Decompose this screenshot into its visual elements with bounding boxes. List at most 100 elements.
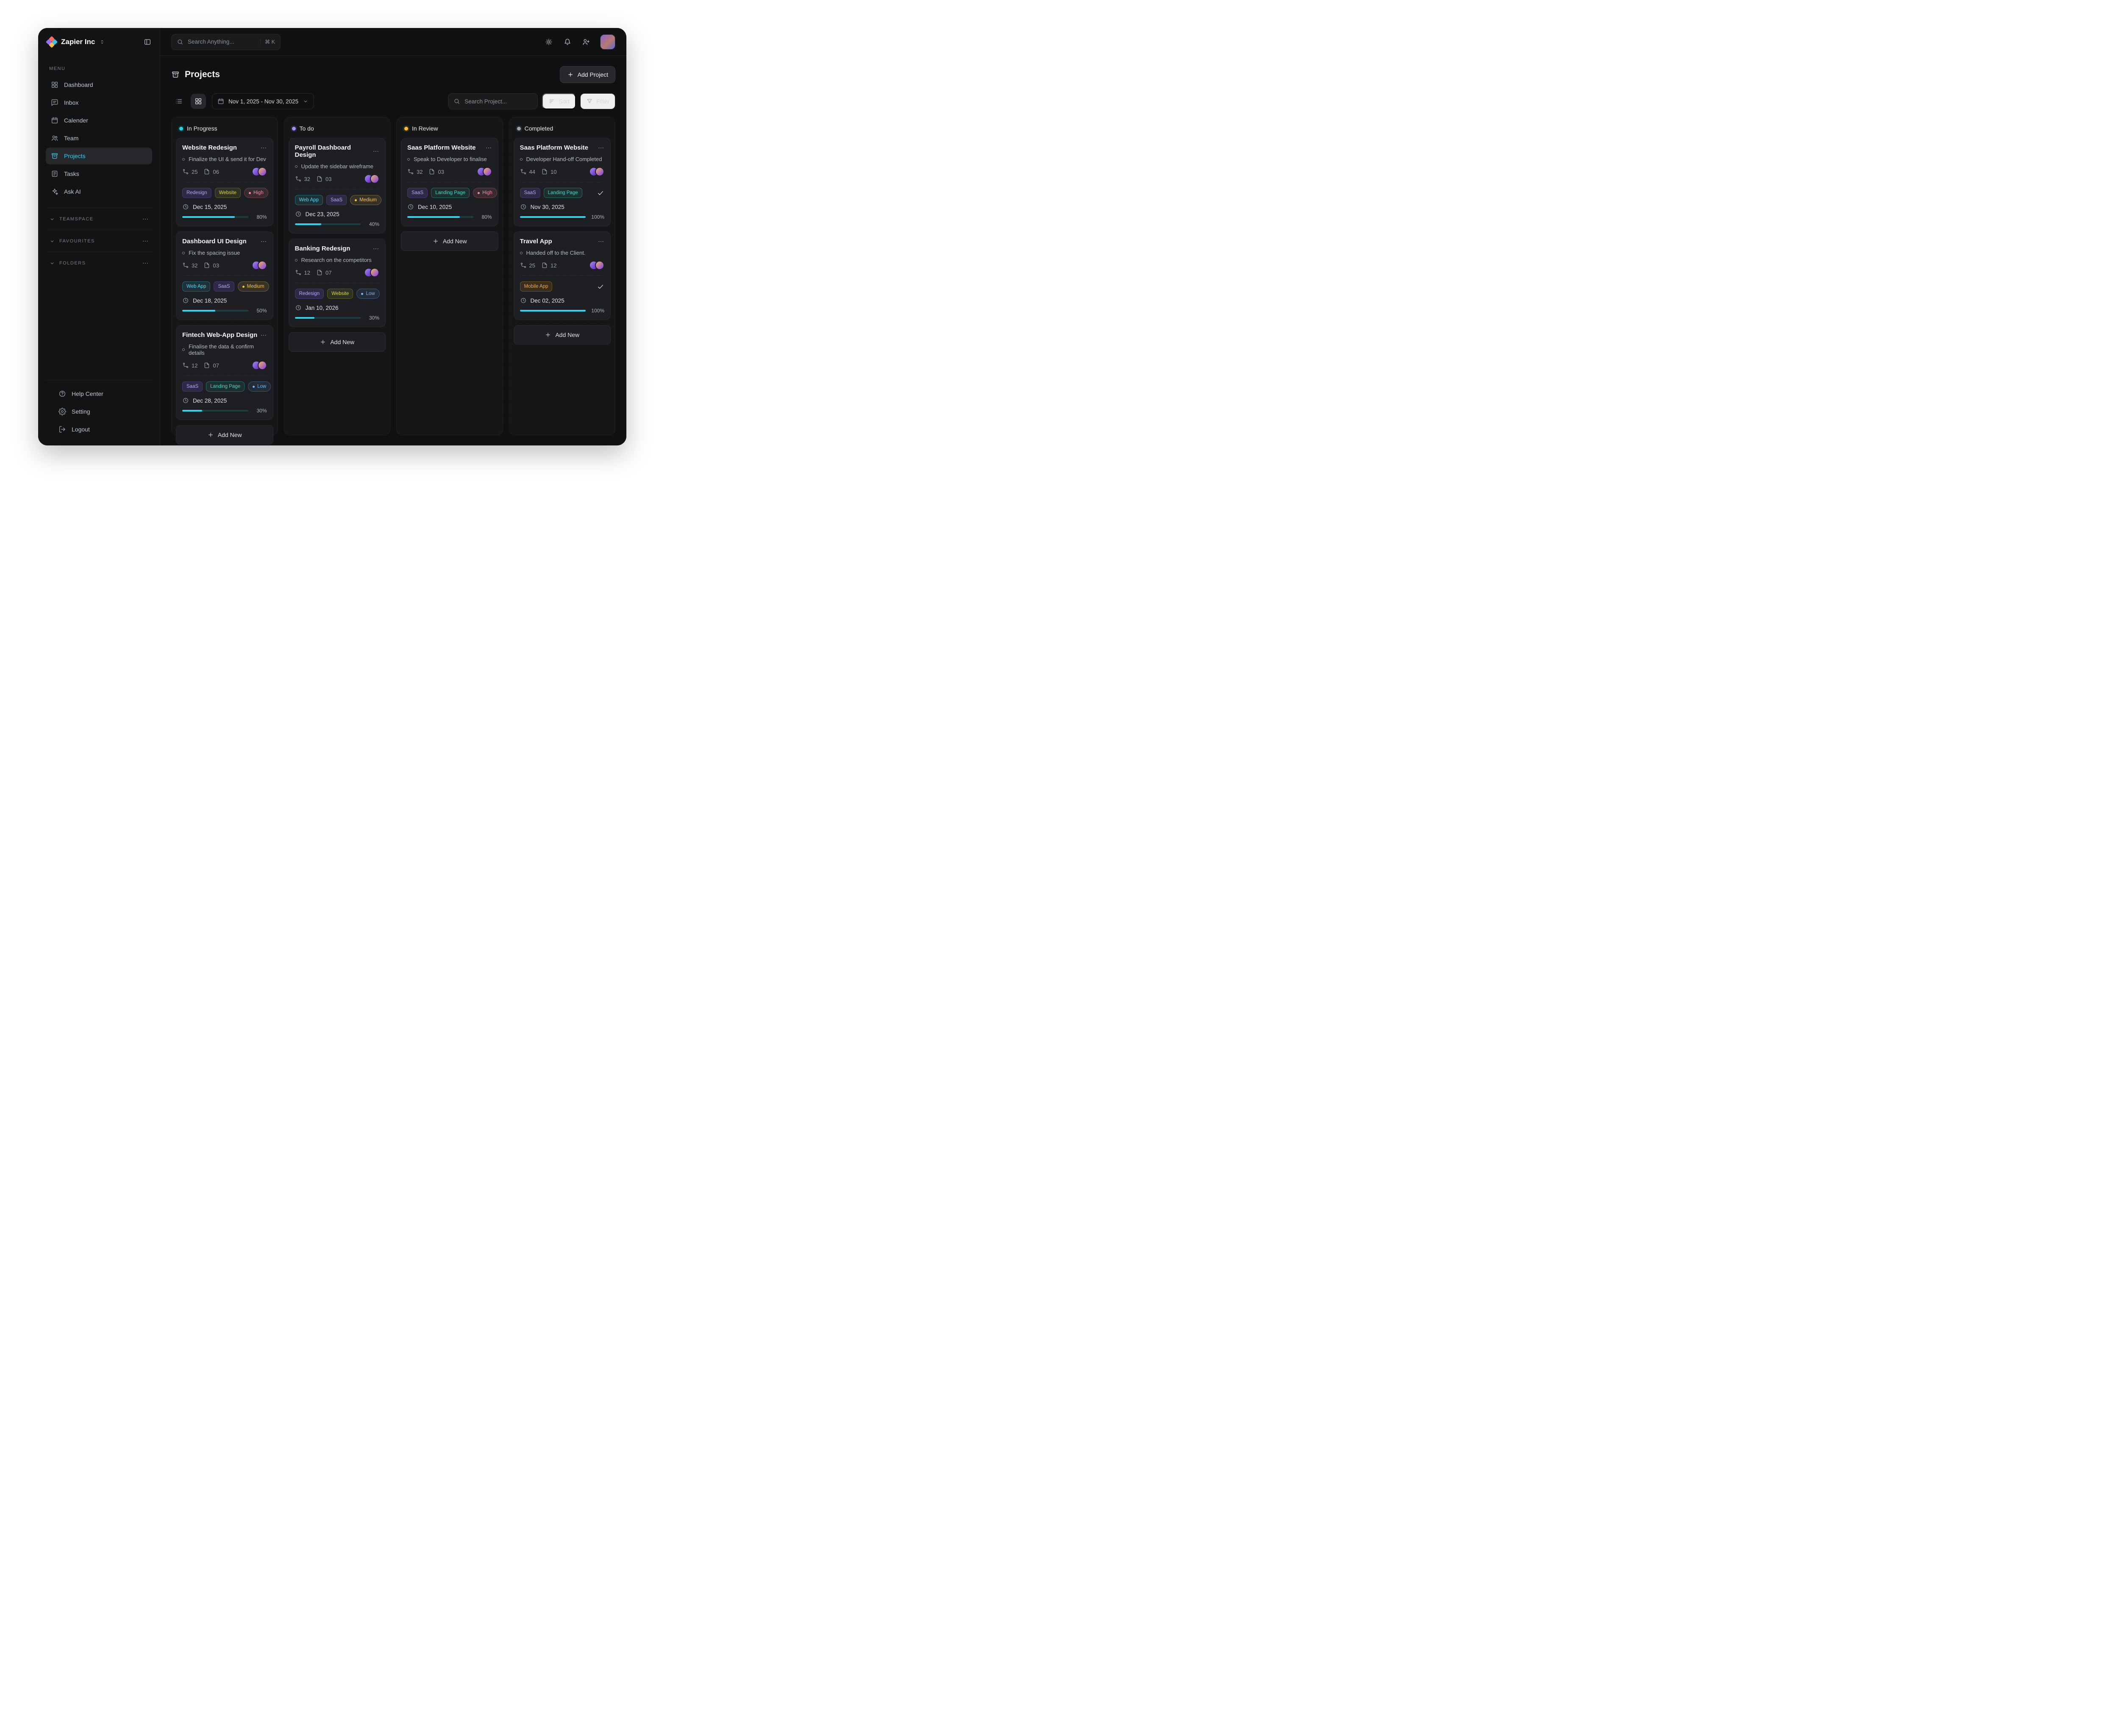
- subtasks-stat: 12: [182, 362, 197, 369]
- sidebar-item-tasks[interactable]: Tasks: [46, 165, 152, 182]
- add-project-button[interactable]: Add Project: [559, 66, 615, 83]
- sidebar-item-label: Projects: [64, 153, 86, 159]
- project-card[interactable]: Fintech Web-App Design Finalise the data…: [176, 325, 273, 420]
- notifications-button[interactable]: [560, 35, 575, 49]
- clock-icon: [182, 397, 189, 404]
- sidebar-footer: Help Center Setting Logout: [46, 380, 152, 445]
- sidebar-item-calender[interactable]: Calender: [46, 112, 152, 129]
- avatar: [482, 167, 492, 176]
- avatar: [370, 174, 379, 184]
- grid-view-button[interactable]: [191, 94, 206, 109]
- project-card[interactable]: Saas Platform Website Speak to Developer…: [401, 138, 498, 226]
- progress-fill: [407, 216, 460, 218]
- sort-button[interactable]: Sort: [542, 93, 576, 109]
- theme-toggle-button[interactable]: [542, 35, 556, 49]
- project-search[interactable]: [448, 93, 538, 109]
- assignee-avatars: [251, 167, 267, 176]
- sidebar-item-projects[interactable]: Projects: [46, 147, 152, 164]
- due-date: Nov 30, 2025: [520, 203, 605, 210]
- project-search-input[interactable]: [464, 98, 533, 105]
- card-menu-button[interactable]: [598, 238, 604, 245]
- column-completed: Completed Saas Platform Website Develope…: [509, 117, 615, 435]
- project-card[interactable]: Travel App Handed off to the Client. 25 …: [513, 231, 611, 320]
- plus-icon: [207, 431, 214, 438]
- progress: 100%: [520, 214, 604, 220]
- teamspace-more-button[interactable]: [142, 216, 149, 223]
- global-search[interactable]: ⌘ K: [171, 33, 281, 50]
- card-menu-button[interactable]: [598, 145, 604, 151]
- column-header: In Progress: [176, 122, 273, 138]
- global-search-input[interactable]: [188, 39, 256, 45]
- sidebar-section-folders[interactable]: FOLDERS: [46, 252, 152, 274]
- files-stat: 12: [541, 262, 556, 269]
- progress: 50%: [182, 308, 267, 314]
- plus-icon: [320, 339, 326, 345]
- favourites-more-button[interactable]: [142, 238, 149, 245]
- card-title: Website Redesign: [182, 144, 237, 151]
- card-menu-button[interactable]: [260, 145, 267, 151]
- subtasks-icon: [295, 175, 302, 182]
- card-menu-button[interactable]: [260, 332, 267, 339]
- user-avatar[interactable]: [600, 34, 615, 50]
- project-card[interactable]: Dashboard UI Design Fix the spacing issu…: [176, 231, 273, 320]
- progress-track: [295, 317, 361, 319]
- attachment-icon: [203, 362, 210, 369]
- folders-more-button[interactable]: [142, 260, 149, 267]
- progress-fill: [295, 317, 315, 319]
- date-range-filter[interactable]: Nov 1, 2025 - Nov 30, 2025: [212, 93, 314, 109]
- card-menu-button[interactable]: [373, 148, 379, 155]
- card-menu-button[interactable]: [260, 238, 267, 245]
- status-dot: [517, 126, 521, 131]
- avatar: [595, 261, 604, 270]
- task-bullet: [520, 251, 523, 254]
- sidebar-section-teamspace[interactable]: TEAMSPACE: [46, 208, 152, 230]
- workspace-switcher-button[interactable]: [99, 39, 105, 45]
- workspace-name: Zapier Inc: [61, 38, 95, 46]
- completed-check-icon: [597, 189, 604, 197]
- sidebar-item-help-center[interactable]: Help Center: [53, 385, 145, 402]
- invite-user-button[interactable]: [579, 35, 593, 49]
- sidebar-item-inbox[interactable]: Inbox: [46, 94, 152, 111]
- card-tags: Redesign Website Low: [295, 283, 380, 299]
- card-task: Fix the spacing issue: [182, 250, 267, 256]
- sidebar-item-dashboard[interactable]: Dashboard: [46, 76, 152, 93]
- chevron-down-icon: [49, 216, 55, 222]
- progress: 80%: [182, 214, 267, 220]
- section-label: FAVOURITES: [59, 238, 95, 244]
- project-card[interactable]: Saas Platform Website Developer Hand-off…: [513, 138, 611, 226]
- sidebar-item-logout[interactable]: Logout: [53, 421, 145, 438]
- subtasks-stat: 32: [295, 175, 310, 182]
- sidebar-item-setting[interactable]: Setting: [53, 403, 145, 420]
- task-bullet: [520, 158, 523, 161]
- column-in-progress: In Progress Website Redesign Finalize th…: [171, 117, 278, 445]
- priority-badge: Low: [356, 289, 380, 299]
- project-card[interactable]: Website Redesign Finalize the UI & send …: [176, 138, 273, 226]
- collapse-sidebar-button[interactable]: [144, 38, 151, 46]
- column-title: In Review: [412, 125, 438, 132]
- workspace-header: Zapier Inc: [38, 28, 160, 56]
- card-menu-button[interactable]: [373, 245, 379, 252]
- project-card[interactable]: Banking Redesign Research on the competi…: [288, 239, 386, 327]
- sidebar-sections: TEAMSPACE FAVOURITES FOLDERS: [46, 208, 152, 274]
- filter-button[interactable]: Filter: [580, 93, 615, 109]
- card-menu-button[interactable]: [485, 145, 492, 151]
- add-new-card-button[interactable]: Add New: [288, 332, 386, 352]
- plus-icon: [567, 71, 574, 78]
- page-header: Projects Add Project: [171, 66, 615, 83]
- card-task: Finalise the data & confirm details: [182, 343, 267, 356]
- project-card[interactable]: Payroll Dashboard Design Update the side…: [288, 138, 386, 234]
- sidebar-item-team[interactable]: Team: [46, 130, 152, 147]
- add-new-card-button[interactable]: Add New: [513, 325, 611, 345]
- date-range-text: Nov 1, 2025 - Nov 30, 2025: [228, 98, 299, 105]
- sidebar-section-favourites[interactable]: FAVOURITES: [46, 230, 152, 252]
- tag: SaaS: [326, 195, 347, 205]
- list-view-button[interactable]: [171, 94, 186, 109]
- priority-badge: High: [244, 188, 268, 198]
- column-to-do: To do Payroll Dashboard Design Update th…: [284, 117, 390, 435]
- column-header: To do: [289, 122, 386, 138]
- add-new-card-button[interactable]: Add New: [401, 231, 498, 251]
- sidebar-item-ask-ai[interactable]: Ask AI: [46, 183, 152, 200]
- assignee-avatars: [251, 361, 267, 370]
- subtasks-icon: [295, 269, 302, 276]
- add-new-card-button[interactable]: Add New: [176, 425, 273, 445]
